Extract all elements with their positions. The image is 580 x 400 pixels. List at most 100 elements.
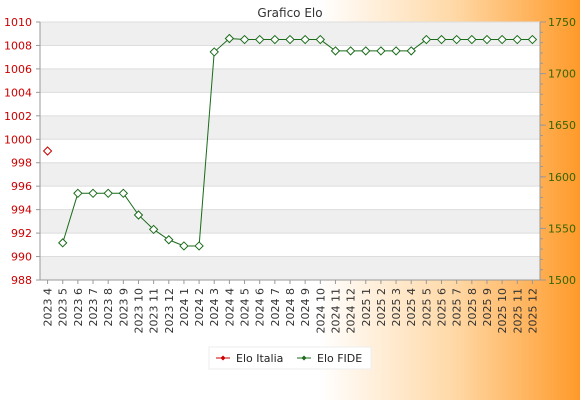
grid-band bbox=[40, 162, 540, 187]
series-point bbox=[58, 238, 68, 248]
y-left-tick-label: 990 bbox=[11, 251, 32, 264]
series-point bbox=[391, 46, 401, 56]
x-tick-label: 2024 1 bbox=[178, 288, 191, 327]
series-point bbox=[270, 34, 280, 45]
series-point bbox=[42, 146, 53, 156]
x-tick-label: 2024 11 bbox=[329, 288, 342, 334]
legend-label: Elo FIDE bbox=[317, 352, 362, 365]
x-tick-label: 2024 3 bbox=[208, 288, 221, 327]
series-point bbox=[345, 46, 356, 56]
y-left-tick-label: 1006 bbox=[4, 63, 32, 76]
x-tick-label: 2025 2 bbox=[375, 288, 388, 327]
series-point bbox=[436, 34, 447, 45]
series-point bbox=[73, 188, 83, 199]
y-right-tick-label: 1750 bbox=[548, 16, 576, 29]
x-tick-label: 2024 12 bbox=[345, 288, 358, 334]
x-tick-label: 2023 8 bbox=[102, 288, 115, 327]
y-right-tick-label: 1550 bbox=[548, 222, 576, 235]
x-tick-label: 2025 10 bbox=[496, 288, 509, 334]
y-left-tick-label: 1010 bbox=[4, 16, 32, 29]
y-right-tick-label: 1650 bbox=[548, 119, 576, 132]
y-left-tick-label: 1008 bbox=[4, 39, 32, 52]
x-tick-label: 2025 7 bbox=[451, 288, 464, 327]
grid-band bbox=[40, 256, 540, 280]
x-tick-label: 2025 12 bbox=[526, 288, 539, 334]
legend-label: Elo Italia bbox=[236, 352, 283, 365]
series-point bbox=[512, 34, 522, 45]
x-tick-label: 2025 5 bbox=[420, 288, 433, 327]
plot-area bbox=[40, 22, 540, 280]
y-right-tick-label: 1600 bbox=[548, 171, 576, 184]
x-tick-label: 2024 7 bbox=[269, 288, 282, 327]
y-left-tick-label: 1000 bbox=[4, 133, 32, 146]
grid-band bbox=[40, 209, 540, 234]
x-tick-label: 2025 11 bbox=[511, 288, 524, 334]
series-point bbox=[164, 235, 174, 245]
series-point bbox=[406, 46, 416, 56]
x-tick-label: 2025 8 bbox=[466, 288, 479, 327]
y-right-tick-label: 1500 bbox=[548, 274, 576, 287]
y-left-tick-label: 992 bbox=[11, 227, 32, 240]
x-tick-label: 2024 5 bbox=[239, 288, 252, 327]
x-tick-label: 2023 12 bbox=[163, 288, 176, 334]
x-tick-label: 2023 10 bbox=[132, 288, 145, 334]
series-point bbox=[118, 188, 129, 199]
x-tick-label: 2023 4 bbox=[42, 288, 55, 327]
y-left-tick-label: 1004 bbox=[4, 86, 32, 99]
series-point bbox=[497, 34, 507, 45]
x-tick-label: 2024 8 bbox=[284, 288, 297, 327]
series-point bbox=[88, 188, 98, 199]
series-point bbox=[527, 34, 538, 45]
y-left-tick-label: 996 bbox=[11, 180, 32, 193]
series-point bbox=[361, 46, 371, 56]
y-left-tick-label: 994 bbox=[11, 204, 32, 217]
series-point bbox=[376, 46, 386, 56]
x-tick-label: 2023 7 bbox=[87, 288, 100, 327]
x-tick-label: 2023 5 bbox=[57, 288, 70, 327]
x-tick-label: 2024 2 bbox=[193, 288, 206, 327]
x-tick-label: 2024 10 bbox=[314, 288, 327, 334]
x-tick-label: 2023 9 bbox=[117, 288, 130, 327]
series-point bbox=[451, 34, 462, 45]
x-tick-label: 2023 11 bbox=[148, 288, 161, 334]
series-point bbox=[209, 47, 219, 57]
x-tick-label: 2025 3 bbox=[390, 288, 403, 327]
y-left-tick-label: 988 bbox=[11, 274, 32, 287]
x-tick-label: 2024 4 bbox=[223, 288, 236, 327]
series-point bbox=[254, 34, 265, 45]
series-point bbox=[285, 34, 295, 45]
y-left-tick-label: 1002 bbox=[4, 110, 32, 123]
grid-band bbox=[40, 22, 540, 46]
series-point bbox=[300, 34, 310, 45]
series-point bbox=[194, 241, 204, 251]
series-point bbox=[467, 34, 477, 45]
legend-marker bbox=[220, 355, 226, 361]
series-point bbox=[103, 188, 113, 199]
y-left-tick-label: 998 bbox=[11, 157, 32, 170]
x-tick-label: 2025 4 bbox=[405, 288, 418, 327]
legend-box bbox=[208, 346, 372, 370]
series-point bbox=[224, 33, 235, 44]
series-point bbox=[315, 34, 326, 45]
x-tick-label: 2025 6 bbox=[436, 288, 449, 327]
chart-title: Grafico Elo bbox=[257, 6, 322, 20]
series-point bbox=[148, 224, 159, 235]
x-tick-label: 2025 9 bbox=[481, 288, 494, 327]
grid-band bbox=[40, 115, 540, 140]
series-point bbox=[239, 34, 250, 45]
series-point bbox=[482, 34, 492, 45]
x-tick-label: 2024 9 bbox=[299, 288, 312, 327]
series-point bbox=[330, 46, 341, 56]
chart-legend: Elo Italia Elo FIDE bbox=[208, 346, 372, 370]
series-point bbox=[179, 241, 189, 251]
x-tick-label: 2024 6 bbox=[254, 288, 267, 327]
legend-marker bbox=[301, 355, 307, 361]
series-point bbox=[421, 34, 432, 45]
grid-band bbox=[40, 68, 540, 93]
x-tick-label: 2023 6 bbox=[72, 288, 85, 327]
x-tick-label: 2025 1 bbox=[360, 288, 373, 327]
series-point bbox=[133, 210, 144, 220]
y-right-tick-label: 1700 bbox=[548, 68, 576, 81]
